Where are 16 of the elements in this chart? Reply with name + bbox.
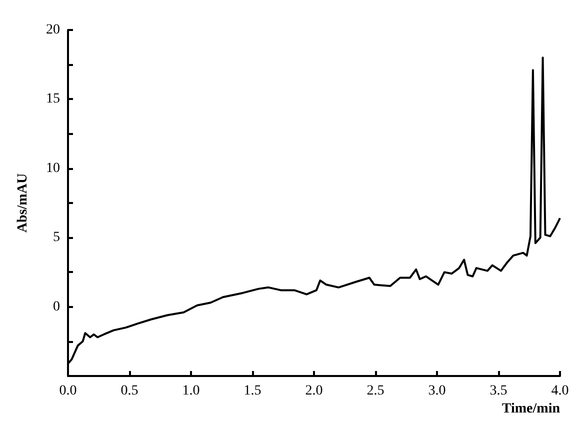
x-tick-label: 4.0 [551,384,569,398]
y-tick-label: 20 [46,22,60,38]
x-tick-label: 3.5 [490,384,508,398]
y-tick-label: 5 [53,230,60,246]
y-tick-label: 10 [46,160,60,176]
y-tick-label: 0 [53,299,60,314]
x-tick-label: 1.0 [182,384,200,398]
y-tick-label: 15 [46,92,60,107]
x-tick-label: 2.5 [366,384,384,398]
x-tick-label: 2.0 [305,384,323,398]
x-tick-label: 3.0 [428,384,446,398]
x-tick-label: 1.5 [244,384,262,398]
x-axis-title: Time/min [502,402,560,416]
x-tick-label: 0.5 [120,384,138,398]
y-axis-title: Abs/mAU [16,173,30,233]
x-tick-label: 0.0 [59,384,77,398]
